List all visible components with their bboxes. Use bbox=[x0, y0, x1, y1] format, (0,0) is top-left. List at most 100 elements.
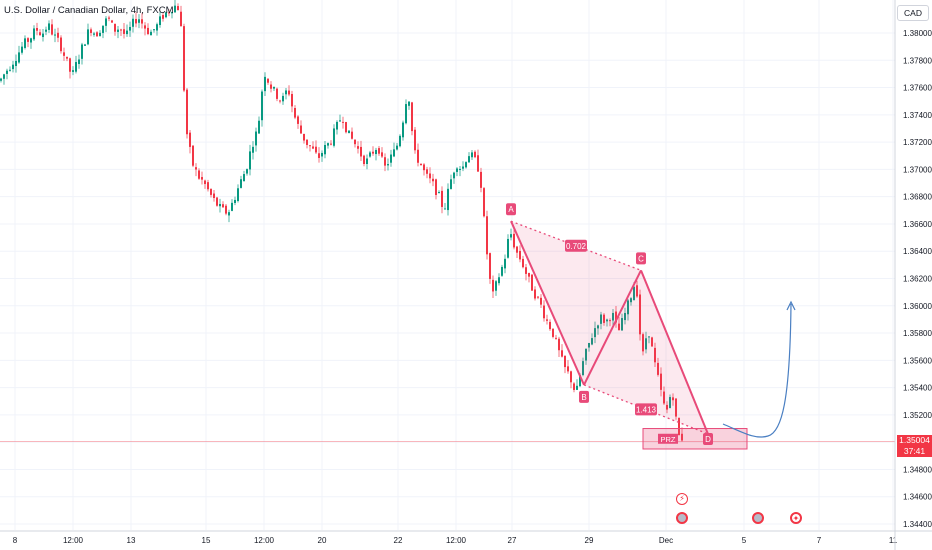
candle-body bbox=[609, 320, 611, 322]
candle-body bbox=[489, 253, 491, 279]
prz-zone bbox=[642, 428, 748, 450]
candle-body bbox=[606, 319, 608, 322]
candle-body bbox=[429, 173, 431, 179]
point-label: B bbox=[581, 393, 586, 402]
candle-body bbox=[90, 29, 92, 33]
ratio-ac-label: 0.702 bbox=[566, 242, 587, 251]
y-tick-label: 1.37000 bbox=[903, 165, 932, 174]
candle-body bbox=[657, 362, 659, 375]
candle-body bbox=[681, 433, 683, 441]
point-badge bbox=[703, 432, 713, 445]
candle-body bbox=[378, 148, 380, 154]
candle-body bbox=[138, 19, 140, 23]
lightning-icon[interactable]: ⚡ bbox=[676, 493, 688, 505]
x-tick-label: 22 bbox=[394, 536, 403, 545]
candle-body bbox=[636, 285, 638, 297]
candle-body bbox=[159, 16, 161, 26]
candle-body bbox=[528, 272, 530, 277]
y-tick-label: 1.37200 bbox=[903, 138, 932, 147]
candle-body bbox=[273, 86, 275, 89]
candle-body bbox=[324, 144, 326, 155]
candle-body bbox=[276, 88, 278, 99]
x-tick-label: 8 bbox=[13, 536, 18, 545]
candle-body bbox=[624, 312, 626, 321]
y-tick-label: 1.34800 bbox=[903, 465, 932, 474]
candle-body bbox=[87, 29, 89, 45]
candle-body bbox=[294, 108, 296, 118]
candle-body bbox=[282, 95, 284, 102]
candle-body bbox=[156, 24, 158, 31]
currency-button[interactable]: CAD bbox=[897, 5, 929, 21]
candle-body bbox=[300, 125, 302, 134]
candle-body bbox=[678, 417, 680, 436]
candle-body bbox=[399, 135, 401, 147]
candle-body bbox=[192, 145, 194, 166]
projection-arrowhead bbox=[786, 300, 796, 311]
candle-body bbox=[333, 128, 335, 146]
candle-body bbox=[162, 15, 164, 19]
candle-body bbox=[510, 234, 512, 238]
candle-body bbox=[54, 34, 56, 36]
ratio-bd-label: 1.413 bbox=[636, 405, 657, 414]
candle-body bbox=[621, 318, 623, 331]
candle-body bbox=[627, 300, 629, 315]
candle-body bbox=[630, 298, 632, 303]
candle-body bbox=[222, 204, 224, 208]
candle-body bbox=[123, 29, 125, 34]
canada-flag-icon[interactable]: ✦ bbox=[790, 512, 802, 524]
x-tick-label: 20 bbox=[318, 536, 327, 545]
us-flag-icon[interactable] bbox=[676, 512, 688, 524]
candle-body bbox=[264, 76, 266, 92]
candle-body bbox=[18, 52, 20, 63]
x-tick-label: 15 bbox=[202, 536, 211, 545]
candle-body bbox=[48, 23, 50, 30]
candle-body bbox=[186, 89, 188, 135]
candle-body bbox=[69, 58, 71, 72]
candle-body bbox=[588, 343, 590, 348]
candle-body bbox=[447, 188, 449, 211]
current-price-tag: 1.35004 37:41 bbox=[897, 435, 932, 457]
candle-body bbox=[51, 24, 53, 35]
candle-body bbox=[243, 174, 245, 182]
candle-body bbox=[615, 311, 617, 323]
candle-body bbox=[360, 146, 362, 157]
candle-body bbox=[285, 90, 287, 95]
candle-body bbox=[576, 385, 578, 390]
y-tick-label: 1.36000 bbox=[903, 302, 932, 311]
candle-body bbox=[417, 149, 419, 163]
candle-body bbox=[318, 153, 320, 158]
candle-body bbox=[468, 156, 470, 163]
candle-body bbox=[543, 305, 545, 319]
candle-body bbox=[480, 171, 482, 188]
symbol-title[interactable]: U.S. Dollar / Canadian Dollar, 4h, FXCM bbox=[4, 5, 174, 16]
candle-body bbox=[372, 151, 374, 154]
candle-body bbox=[483, 188, 485, 217]
candle-body bbox=[99, 32, 101, 36]
y-tick-label: 1.35400 bbox=[903, 384, 932, 393]
candle-body bbox=[408, 101, 410, 106]
candle-body bbox=[345, 122, 347, 133]
candle-body bbox=[396, 145, 398, 150]
candle-body bbox=[600, 314, 602, 324]
candle-body bbox=[405, 104, 407, 124]
candle-body bbox=[666, 404, 668, 410]
us-flag-icon[interactable] bbox=[752, 512, 764, 524]
candle-body bbox=[456, 168, 458, 172]
candle-body bbox=[204, 180, 206, 185]
candle-body bbox=[384, 157, 386, 166]
candle-body bbox=[603, 314, 605, 323]
candle-body bbox=[660, 373, 662, 390]
candle-body bbox=[459, 168, 461, 171]
candle-body bbox=[645, 338, 647, 350]
point-label: A bbox=[508, 205, 514, 214]
candle-body bbox=[147, 27, 149, 35]
candle-body bbox=[363, 155, 365, 165]
candle-body bbox=[453, 172, 455, 179]
prz-badge bbox=[658, 433, 678, 444]
y-tick-label: 1.38000 bbox=[903, 29, 932, 38]
candle-body bbox=[555, 337, 557, 339]
candle-body bbox=[219, 203, 221, 207]
x-tick-label: 11 bbox=[889, 536, 898, 545]
